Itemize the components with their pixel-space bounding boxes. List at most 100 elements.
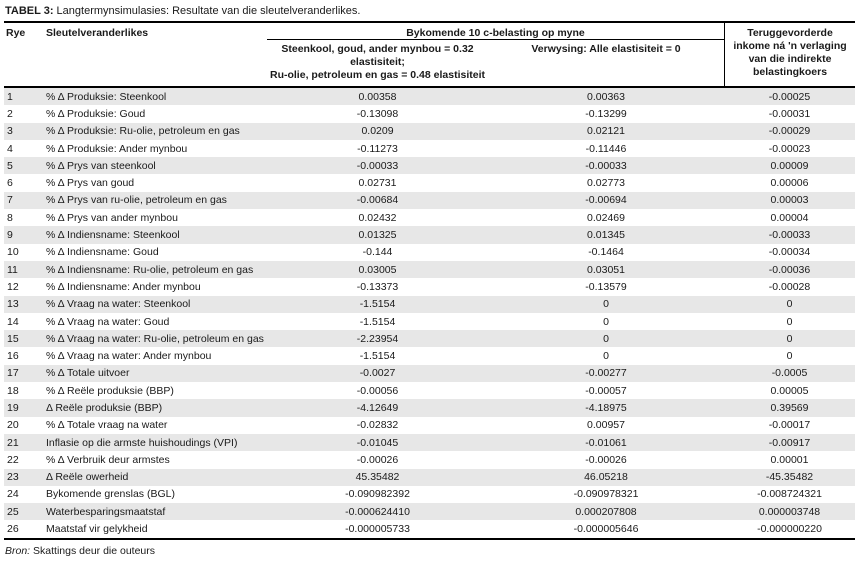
table-number-label: TABEL 3: <box>5 5 54 17</box>
reference-value: -0.13299 <box>585 107 627 120</box>
scenario-value: 0.03005 <box>358 263 397 276</box>
row-number: 17 <box>7 367 19 380</box>
reference-value: -0.000005646 <box>573 523 639 536</box>
scenario-value: 0.01325 <box>358 229 397 242</box>
row-label: % Δ Totale vraag na water <box>46 419 168 432</box>
row-label: % Δ Indiensname: Ru-olie, petroleum en g… <box>46 263 254 276</box>
row-label: Inflasie op die armste huishoudings (VPI… <box>46 436 238 449</box>
recovered-value: -0.00917 <box>768 436 811 449</box>
reference-value: -0.00057 <box>585 384 627 397</box>
row-number: 8 <box>7 211 13 224</box>
header-variable-col: Sleutelveranderlikes <box>46 27 149 39</box>
recovered-value: -0.00028 <box>768 280 811 293</box>
reference-value: 0 <box>603 315 609 328</box>
table-row: 1 % Δ Produksie: Steenkool 0.00358 0.003… <box>4 88 855 106</box>
row-number: 25 <box>7 505 19 518</box>
source-label: Bron: <box>5 544 31 557</box>
row-number: 14 <box>7 315 19 328</box>
scenario-value: 0.02731 <box>358 177 397 190</box>
recovered-value: -45.35482 <box>765 471 814 484</box>
table-row: 8 % Δ Prys van ander mynbou 0.02432 0.02… <box>4 209 855 226</box>
row-label: % Δ Vraag na water: Ander mynbou <box>46 350 212 363</box>
table-row: 13 % Δ Vraag na water: Steenkool -1.5154… <box>4 295 855 313</box>
top-rule <box>4 21 855 23</box>
recovered-value: 0 <box>786 350 793 363</box>
header-bottom-rule <box>4 86 855 88</box>
recovered-value: -0.00036 <box>768 263 811 276</box>
recovered-value: -0.00017 <box>768 419 811 432</box>
recovered-value: 0.00001 <box>770 453 809 466</box>
scenario-value: -2.23954 <box>356 332 399 345</box>
recovered-value: 0.00005 <box>770 384 809 397</box>
row-number: 2 <box>7 107 13 120</box>
row-label: Waterbesparingsmaatstaf <box>46 505 166 518</box>
reference-value: -0.00033 <box>585 159 627 172</box>
table-row: 17 % Δ Totale uitvoer -0.0027 -0.00277 -… <box>4 364 855 383</box>
scenario-value: -0.01045 <box>356 436 399 449</box>
table-row: 18 % Δ Reële produksie (BBP) -0.00056 -0… <box>4 382 855 399</box>
reference-value: -0.00277 <box>585 367 627 380</box>
recovered-value: -0.00029 <box>768 125 811 138</box>
reference-value: 0.00957 <box>587 419 625 432</box>
recovered-value: -0.000000220 <box>757 523 822 536</box>
row-number: 22 <box>7 453 19 466</box>
scenario-value: 0.0209 <box>361 125 394 138</box>
row-label: % Δ Prys van ander mynbou <box>46 211 178 224</box>
scenario-value: -0.13373 <box>356 280 399 293</box>
scenario-value: -1.5154 <box>359 298 396 311</box>
recovered-value: 0.39569 <box>770 401 809 414</box>
reference-value: -0.11446 <box>585 142 627 155</box>
recovered-value: -0.008724321 <box>757 488 822 501</box>
recovered-value: -0.00025 <box>768 90 811 103</box>
row-number: 21 <box>7 436 19 449</box>
reference-value: 0.03051 <box>587 263 625 276</box>
table-row: 4 % Δ Produksie: Ander mynbou -0.11273 -… <box>4 140 855 157</box>
reference-value: 0 <box>603 298 609 311</box>
row-label: % Δ Reële produksie (BBP) <box>46 384 174 397</box>
row-number: 18 <box>7 384 19 397</box>
scenario-value: -1.5154 <box>359 315 396 328</box>
reference-value: -0.090978321 <box>573 488 639 501</box>
table-row: 14 % Δ Vraag na water: Goud -1.5154 0 0 <box>4 313 855 330</box>
row-number: 26 <box>7 523 19 536</box>
table-row: 24 Bykomende grenslas (BGL) -0.090982392… <box>4 486 855 503</box>
scenario-value: 0.00358 <box>358 90 397 103</box>
recovered-value: 0.00003 <box>770 194 809 207</box>
source-note: Bron: Skattings deur die outeurs <box>4 540 855 557</box>
header-scenario-col: Steenkool, goud, ander mynbou = 0.32 ela… <box>269 43 486 81</box>
reference-value: 46.05218 <box>584 471 628 484</box>
source-text: Skattings deur die outeurs <box>30 544 156 557</box>
table-row: 15 % Δ Vraag na water: Ru-olie, petroleu… <box>4 330 855 348</box>
table-row: 16 % Δ Vraag na water: Ander mynbou -1.5… <box>4 347 855 364</box>
reference-value: -0.1464 <box>588 246 624 259</box>
row-label: % Δ Produksie: Steenkool <box>46 90 167 103</box>
scenario-value: -0.11273 <box>357 142 398 155</box>
row-label: % Δ Totale uitvoer <box>46 367 130 380</box>
table-row: 20 % Δ Totale vraag na water -0.02832 0.… <box>4 417 855 434</box>
row-label: % Δ Verbruik deur armstes <box>46 453 170 466</box>
reference-value: -0.00694 <box>585 194 627 207</box>
reference-value: 0.02121 <box>587 125 625 138</box>
row-number: 11 <box>7 263 18 276</box>
table-row: 7 % Δ Prys van ru-olie, petroleum en gas… <box>4 191 855 210</box>
table-row: 19 Δ Reële produksie (BBP) -4.12649 -4.1… <box>4 399 855 417</box>
recovered-value: -0.00031 <box>768 107 811 120</box>
row-number: 7 <box>7 194 13 207</box>
scenario-value: -0.00056 <box>356 384 399 397</box>
recovered-value: 0.00004 <box>770 211 809 224</box>
row-number: 5 <box>7 159 13 172</box>
scenario-value: -0.00026 <box>356 453 399 466</box>
reference-value: 0.01345 <box>587 229 625 242</box>
row-number: 24 <box>7 488 19 501</box>
header-row-col: Rye <box>6 27 26 39</box>
row-label: % Δ Indiensname: Ander mynbou <box>46 280 201 293</box>
row-label: Δ Reële produksie (BBP) <box>46 401 163 414</box>
reference-value: 0.000207808 <box>575 505 637 518</box>
row-number: 12 <box>7 280 19 293</box>
table-row: 5 % Δ Prys van steenkool -0.00033 -0.000… <box>4 157 855 175</box>
row-number: 19 <box>7 401 19 414</box>
row-label: % Δ Vraag na water: Steenkool <box>46 298 191 311</box>
row-label: % Δ Produksie: Ru-olie, petroleum en gas <box>46 125 240 138</box>
recovered-value: -0.00034 <box>768 246 811 259</box>
